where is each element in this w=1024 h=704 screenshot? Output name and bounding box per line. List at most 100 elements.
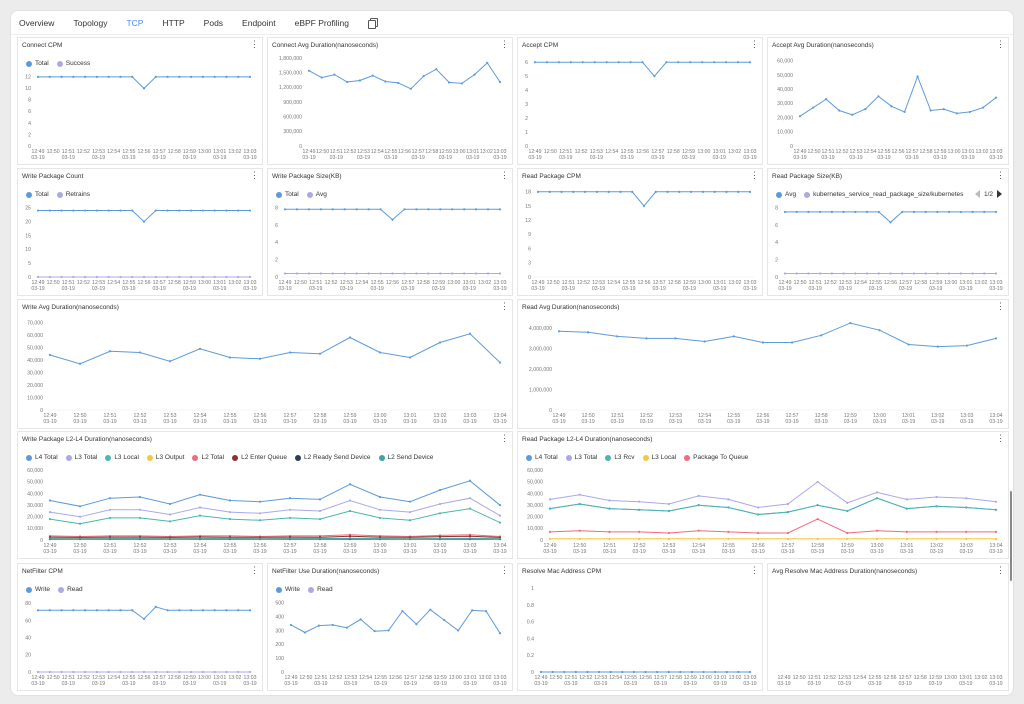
- data-point[interactable]: [401, 609, 404, 613]
- legend-item[interactable]: L4 Total: [26, 454, 58, 461]
- data-point[interactable]: [237, 75, 240, 78]
- data-point[interactable]: [225, 609, 228, 612]
- data-point[interactable]: [154, 275, 157, 279]
- data-point[interactable]: [78, 515, 82, 518]
- data-point[interactable]: [557, 330, 561, 333]
- data-point[interactable]: [168, 537, 172, 540]
- data-point[interactable]: [732, 335, 735, 338]
- data-point[interactable]: [994, 530, 998, 533]
- data-point[interactable]: [84, 275, 87, 279]
- data-point[interactable]: [903, 110, 906, 114]
- data-point[interactable]: [138, 537, 142, 540]
- scrollbar[interactable]: [1010, 491, 1012, 581]
- more-vertical-icon[interactable]: ⋮: [500, 39, 509, 49]
- data-point[interactable]: [783, 272, 787, 275]
- data-point[interactable]: [378, 535, 382, 539]
- data-point[interactable]: [783, 210, 787, 214]
- data-point[interactable]: [36, 75, 40, 78]
- data-point[interactable]: [190, 670, 193, 674]
- legend-item[interactable]: Total: [26, 191, 49, 198]
- data-point[interactable]: [713, 190, 716, 193]
- data-point[interactable]: [307, 208, 310, 211]
- data-point[interactable]: [471, 609, 474, 612]
- data-point[interactable]: [965, 497, 968, 500]
- data-point[interactable]: [795, 210, 798, 214]
- series-line[interactable]: [38, 76, 250, 90]
- data-point[interactable]: [142, 275, 146, 279]
- data-point[interactable]: [451, 208, 454, 211]
- data-point[interactable]: [131, 209, 134, 212]
- data-point[interactable]: [666, 190, 669, 193]
- data-point[interactable]: [166, 670, 169, 674]
- tab-pods[interactable]: Pods: [203, 17, 224, 28]
- data-point[interactable]: [248, 670, 252, 674]
- copy-icon[interactable]: [367, 17, 378, 29]
- data-point[interactable]: [905, 530, 908, 533]
- data-point[interactable]: [574, 670, 577, 674]
- data-point[interactable]: [36, 209, 40, 212]
- data-point[interactable]: [786, 537, 789, 540]
- data-point[interactable]: [638, 537, 641, 540]
- data-point[interactable]: [632, 670, 635, 674]
- data-point[interactable]: [439, 272, 442, 275]
- data-point[interactable]: [72, 609, 75, 612]
- data-point[interactable]: [168, 502, 172, 506]
- data-point[interactable]: [225, 670, 228, 674]
- data-point[interactable]: [498, 504, 502, 507]
- data-point[interactable]: [948, 272, 951, 275]
- data-point[interactable]: [387, 629, 390, 632]
- data-point[interactable]: [248, 609, 252, 612]
- data-point[interactable]: [875, 491, 879, 494]
- data-point[interactable]: [318, 537, 322, 540]
- data-point[interactable]: [757, 513, 760, 516]
- data-point[interactable]: [889, 221, 892, 224]
- data-point[interactable]: [415, 623, 418, 626]
- data-point[interactable]: [597, 670, 601, 674]
- data-point[interactable]: [48, 209, 51, 212]
- data-point[interactable]: [288, 351, 292, 354]
- data-point[interactable]: [248, 75, 252, 78]
- data-point[interactable]: [924, 210, 927, 214]
- data-point[interactable]: [213, 670, 216, 674]
- data-point[interactable]: [60, 209, 63, 212]
- tab-tcp[interactable]: TCP: [126, 17, 144, 28]
- data-point[interactable]: [408, 519, 412, 522]
- data-point[interactable]: [228, 537, 232, 540]
- more-vertical-icon[interactable]: ⋮: [750, 170, 759, 180]
- data-point[interactable]: [371, 74, 374, 77]
- data-point[interactable]: [166, 609, 169, 612]
- data-point[interactable]: [288, 497, 292, 500]
- data-point[interactable]: [807, 272, 810, 275]
- data-point[interactable]: [468, 535, 472, 538]
- data-point[interactable]: [875, 537, 879, 540]
- legend-item[interactable]: L4 Total: [526, 454, 558, 461]
- data-point[interactable]: [367, 208, 370, 211]
- data-point[interactable]: [72, 75, 75, 78]
- data-point[interactable]: [994, 537, 998, 540]
- data-point[interactable]: [225, 75, 228, 78]
- series-line[interactable]: [38, 210, 250, 223]
- data-point[interactable]: [108, 537, 112, 540]
- data-point[interactable]: [846, 531, 849, 535]
- legend-item[interactable]: kubernetes_service_read_package_size/kub…: [804, 191, 963, 198]
- data-point[interactable]: [48, 609, 51, 612]
- data-point[interactable]: [838, 109, 841, 112]
- data-point[interactable]: [725, 61, 728, 64]
- data-point[interactable]: [929, 109, 932, 112]
- legend-item[interactable]: L2 Send Device: [378, 454, 433, 461]
- data-point[interactable]: [60, 275, 63, 279]
- data-point[interactable]: [641, 61, 644, 64]
- data-point[interactable]: [864, 107, 867, 111]
- series-line[interactable]: [49, 480, 501, 507]
- more-vertical-icon[interactable]: ⋮: [996, 301, 1005, 311]
- data-point[interactable]: [237, 275, 240, 279]
- data-point[interactable]: [935, 505, 938, 508]
- data-point[interactable]: [48, 670, 51, 674]
- legend-item[interactable]: L3 Total: [565, 454, 597, 461]
- data-point[interactable]: [415, 272, 418, 275]
- data-point[interactable]: [384, 80, 387, 83]
- data-point[interactable]: [138, 516, 142, 520]
- data-point[interactable]: [403, 272, 406, 275]
- more-vertical-icon[interactable]: ⋮: [250, 170, 259, 180]
- data-point[interactable]: [677, 61, 680, 64]
